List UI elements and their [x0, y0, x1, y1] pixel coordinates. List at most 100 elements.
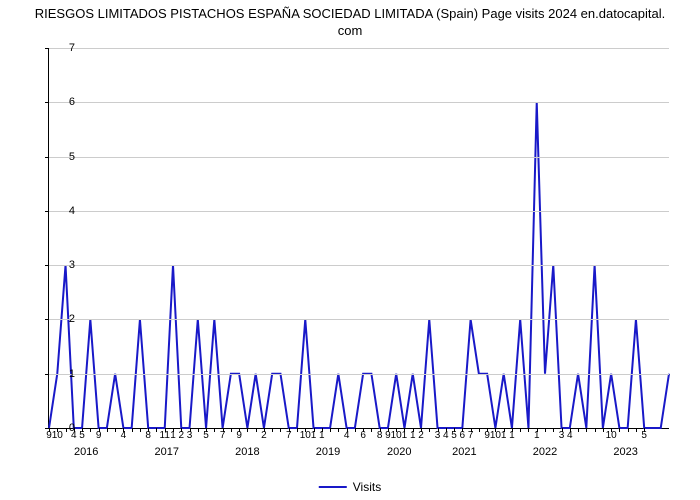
x-minor-label: 4: [443, 430, 449, 441]
x-tick-mark: [90, 428, 91, 432]
x-tick-mark: [355, 428, 356, 432]
x-minor-label: 10: [490, 430, 501, 441]
grid-line: [49, 157, 669, 158]
title-line-2: com: [338, 23, 363, 38]
x-year-label: 2019: [316, 446, 340, 458]
title-line-1: RIESGOS LIMITADOS PISTACHOS ESPAÑA SOCIE…: [35, 6, 666, 21]
x-minor-label: 1: [170, 430, 176, 441]
plot-area: 9104594811123579271011468910112345679101…: [48, 48, 669, 429]
line-chart-svg: [49, 48, 669, 428]
x-tick-mark: [553, 428, 554, 432]
x-tick-mark: [256, 428, 257, 432]
grid-line: [49, 319, 669, 320]
x-tick-mark: [636, 428, 637, 432]
x-minor-label: 1: [311, 430, 317, 441]
x-minor-label: 9: [96, 430, 102, 441]
y-tick-mark: [45, 102, 49, 103]
x-minor-label: 1: [319, 430, 325, 441]
x-tick-mark: [247, 428, 248, 432]
grid-line: [49, 211, 669, 212]
grid-line: [49, 48, 669, 49]
grid-line: [49, 265, 669, 266]
y-tick-mark: [45, 211, 49, 212]
x-minor-label: 6: [360, 430, 366, 441]
x-year-label: 2017: [155, 446, 179, 458]
x-minor-label: 10: [606, 430, 617, 441]
x-minor-label: 7: [220, 430, 226, 441]
x-minor-label: 2: [261, 430, 267, 441]
x-tick-mark: [429, 428, 430, 432]
chart-container: RIESGOS LIMITADOS PISTACHOS ESPAÑA SOCIE…: [0, 0, 700, 500]
x-tick-mark: [595, 428, 596, 432]
x-year-label: 2020: [387, 446, 411, 458]
x-minor-label: 10: [300, 430, 311, 441]
grid-line: [49, 374, 669, 375]
y-tick-label: 1: [55, 368, 75, 380]
y-tick-mark: [45, 265, 49, 266]
legend: Visits: [319, 480, 381, 494]
x-tick-mark: [528, 428, 529, 432]
x-tick-mark: [297, 428, 298, 432]
x-tick-mark: [140, 428, 141, 432]
x-minor-label: 2: [178, 430, 184, 441]
y-tick-label: 2: [55, 313, 75, 325]
x-tick-mark: [545, 428, 546, 432]
y-tick-label: 0: [55, 422, 75, 434]
x-minor-label: 8: [377, 430, 383, 441]
x-tick-mark: [578, 428, 579, 432]
x-minor-label: 3: [559, 430, 565, 441]
x-minor-label: 1: [509, 430, 515, 441]
x-minor-label: 3: [435, 430, 441, 441]
x-minor-label: 11: [160, 430, 170, 441]
x-tick-mark: [132, 428, 133, 432]
x-minor-label: 8: [145, 430, 151, 441]
x-year-label: 2023: [613, 446, 637, 458]
x-minor-label: 7: [286, 430, 292, 441]
x-minor-label: 5: [79, 430, 85, 441]
x-minor-label: 6: [460, 430, 466, 441]
x-tick-mark: [619, 428, 620, 432]
x-tick-mark: [107, 428, 108, 432]
legend-line-swatch: [319, 486, 347, 488]
y-tick-label: 4: [55, 205, 75, 217]
x-tick-mark: [214, 428, 215, 432]
x-tick-mark: [479, 428, 480, 432]
x-minor-label: 1: [410, 430, 416, 441]
x-tick-mark: [272, 428, 273, 432]
x-minor-label: 1: [402, 430, 408, 441]
x-minor-label: 5: [641, 430, 647, 441]
y-tick-mark: [45, 319, 49, 320]
legend-label: Visits: [353, 480, 381, 494]
x-tick-mark: [520, 428, 521, 432]
x-minor-label: 4: [121, 430, 127, 441]
x-year-label: 2018: [235, 446, 259, 458]
x-tick-mark: [603, 428, 604, 432]
y-tick-label: 5: [55, 151, 75, 163]
x-minor-label: 2: [418, 430, 424, 441]
x-minor-label: 7: [468, 430, 474, 441]
y-tick-mark: [45, 374, 49, 375]
x-minor-label: 9: [236, 430, 242, 441]
x-minor-label: 4: [567, 430, 573, 441]
x-minor-label: 5: [203, 430, 209, 441]
y-tick-mark: [45, 48, 49, 49]
x-minor-label: 10: [391, 430, 402, 441]
x-tick-mark: [628, 428, 629, 432]
x-minor-label: 3: [187, 430, 193, 441]
chart-title: RIESGOS LIMITADOS PISTACHOS ESPAÑA SOCIE…: [0, 0, 700, 42]
x-tick-mark: [280, 428, 281, 432]
y-tick-label: 6: [55, 96, 75, 108]
x-tick-mark: [115, 428, 116, 432]
y-tick-label: 7: [55, 42, 75, 54]
x-tick-mark: [330, 428, 331, 432]
x-tick-mark: [198, 428, 199, 432]
y-tick-mark: [45, 157, 49, 158]
x-tick-mark: [586, 428, 587, 432]
x-year-label: 2022: [533, 446, 557, 458]
y-tick-label: 3: [55, 259, 75, 271]
grid-line: [49, 102, 669, 103]
x-year-label: 2016: [74, 446, 98, 458]
x-minor-label: 1: [534, 430, 540, 441]
x-tick-mark: [156, 428, 157, 432]
x-tick-mark: [231, 428, 232, 432]
